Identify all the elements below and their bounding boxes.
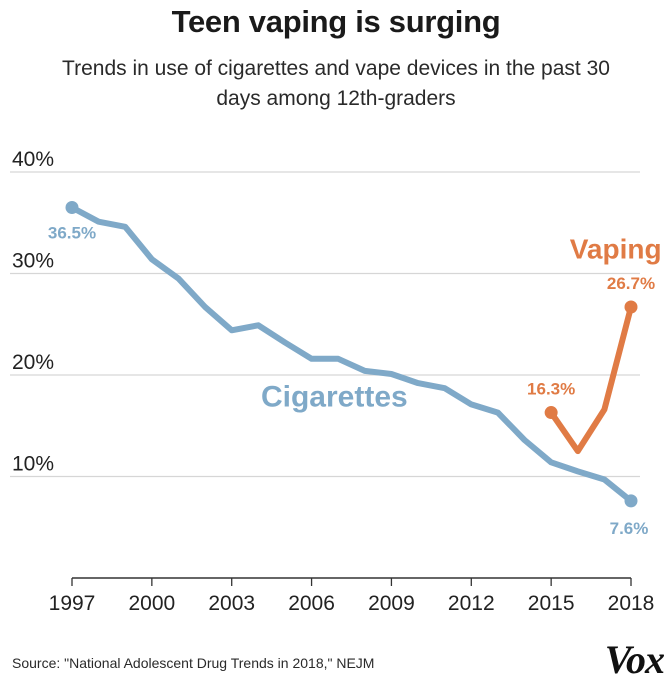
- series-endpoint-marker: [545, 406, 558, 419]
- series-endpoint-marker: [625, 494, 638, 507]
- y-tick-label: 40%: [12, 148, 54, 171]
- data-label: 36.5%: [48, 224, 96, 243]
- y-tick-label: 10%: [12, 453, 54, 476]
- grid-layer: [10, 172, 640, 578]
- series-layer: [66, 201, 638, 507]
- source-note: Source: "National Adolescent Drug Trends…: [12, 655, 374, 671]
- data-label: 16.3%: [527, 380, 575, 399]
- x-tick-label: 2018: [608, 592, 655, 615]
- y-tick-label: 20%: [12, 351, 54, 374]
- annotation-layer: Cigarettes Vaping 36.5% 7.6% 16.3% 26.7%: [48, 224, 662, 538]
- series-label-cigarettes: Cigarettes: [261, 380, 408, 413]
- y-axis-ticks: 10% 20% 30% 40%: [12, 148, 54, 476]
- x-tick-label: 2015: [528, 592, 575, 615]
- x-tick-label: 2009: [368, 592, 415, 615]
- series-label-vaping: Vaping: [570, 233, 662, 264]
- data-label: 26.7%: [607, 274, 655, 293]
- x-tick-label: 2012: [448, 592, 495, 615]
- series-endpoint-marker: [625, 300, 638, 313]
- data-label: 7.6%: [610, 519, 649, 538]
- x-tick-label: 1997: [49, 592, 96, 615]
- x-axis-ticks: 1997 2000 2003 2006 2009 2012 2015 2018: [49, 578, 655, 615]
- y-tick-label: 30%: [12, 250, 54, 273]
- vox-logo: Vox: [605, 636, 664, 683]
- series-line-cigarettes: [72, 208, 631, 501]
- x-tick-label: 2000: [128, 592, 175, 615]
- series-endpoint-marker: [66, 201, 79, 214]
- x-tick-label: 2003: [208, 592, 255, 615]
- x-tick-label: 2006: [288, 592, 335, 615]
